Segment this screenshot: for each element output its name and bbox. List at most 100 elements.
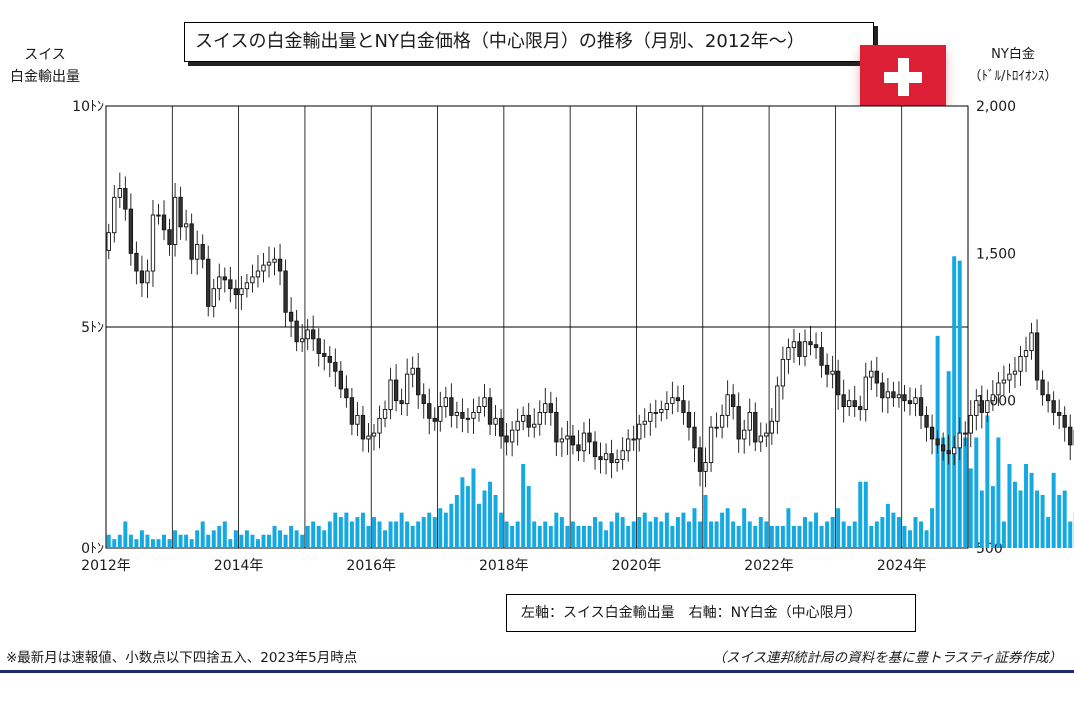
export-bar (316, 525, 321, 548)
candle-down (327, 356, 332, 363)
export-bar (278, 530, 283, 548)
export-bar (581, 525, 586, 548)
candle-down (167, 229, 172, 245)
candle-down (808, 341, 813, 346)
candle-up (244, 282, 250, 290)
candle-up (968, 414, 973, 434)
footnote: ※最新月は速報値、小数点以下四捨五入、2023年5月時点 (6, 650, 358, 666)
candle-up (791, 341, 797, 349)
candle-up (1029, 332, 1034, 352)
export-bar (808, 521, 813, 548)
candle-down (730, 394, 736, 408)
candle-up (371, 432, 377, 437)
candle-up (714, 426, 719, 429)
candle-up (537, 412, 542, 425)
export-bar (1062, 490, 1067, 548)
candle-down (344, 388, 349, 399)
export-bar (427, 512, 432, 548)
candle-up (388, 379, 393, 410)
export-bar (803, 517, 807, 548)
x-tick-label: 2016年 (346, 558, 396, 574)
candle-down (819, 347, 824, 366)
candle-up (581, 432, 587, 452)
export-bar (532, 521, 537, 548)
candle-up (543, 403, 548, 413)
candle-up (195, 244, 200, 260)
export-bar (692, 508, 697, 548)
candle-up (404, 373, 410, 405)
export-bar (239, 534, 244, 548)
candle-up (117, 188, 122, 198)
export-bar (222, 521, 227, 548)
export-bar (267, 534, 271, 548)
export-bar (653, 517, 658, 548)
candle-up (847, 400, 852, 408)
export-bar (786, 508, 791, 548)
right-axis-title-line-1: NY白金 (991, 47, 1035, 62)
candle-down (907, 400, 913, 405)
candle-up (742, 429, 747, 440)
candle-up (974, 400, 979, 416)
candle-down (228, 279, 233, 290)
candle-up (443, 397, 448, 408)
export-bar (366, 525, 371, 548)
candle-up (758, 435, 763, 443)
export-bar (399, 512, 404, 548)
candle-down (349, 397, 355, 425)
candle-up (471, 412, 476, 419)
candle-down (902, 394, 907, 402)
export-bar (637, 517, 642, 548)
export-bar (200, 521, 205, 548)
candle-up (614, 459, 620, 463)
candle-down (277, 258, 283, 272)
left-tick-label: 5ﾄﾝ (81, 320, 104, 336)
export-bar (300, 534, 305, 548)
candle-up (145, 270, 150, 284)
export-bar (930, 508, 935, 548)
candle-up (521, 414, 526, 422)
right-tick-label: 1,500 (976, 246, 1016, 262)
candle-up (985, 400, 990, 413)
export-bar (825, 521, 830, 548)
candle-up (703, 462, 708, 472)
candle-down (526, 414, 531, 428)
export-bar (465, 486, 470, 548)
candle-down (852, 400, 857, 408)
candle-down (609, 453, 614, 463)
candle-down (393, 379, 399, 402)
export-bar (780, 525, 785, 548)
export-bar (526, 486, 531, 548)
export-bar (167, 539, 172, 548)
export-bar (963, 437, 968, 548)
export-bar (609, 521, 614, 548)
candle-down (427, 403, 432, 419)
candle-down (924, 414, 929, 428)
export-bar (1001, 521, 1006, 548)
export-bar (349, 521, 354, 548)
candle-up (725, 394, 730, 416)
candle-up (183, 223, 189, 228)
export-bar (322, 530, 327, 548)
candle-up (626, 438, 631, 452)
export-bar (311, 521, 316, 548)
candle-up (913, 397, 918, 405)
legend: 左軸：スイス白金輸出量 右軸：NY白金（中心限月） (506, 594, 916, 632)
candle-up (620, 450, 625, 461)
export-bar (1057, 494, 1062, 548)
candle-up (802, 341, 808, 357)
candle-up (482, 397, 487, 408)
candle-down (200, 244, 205, 260)
export-bar (233, 530, 238, 548)
export-bar (620, 517, 625, 548)
export-bar (858, 481, 863, 548)
candle-down (123, 188, 128, 210)
candle-down (1051, 400, 1056, 413)
candle-down (504, 435, 509, 443)
export-bar (924, 530, 929, 548)
export-bar (250, 534, 255, 548)
x-tick-label: 2024年 (877, 558, 927, 574)
candle-down (1034, 332, 1040, 381)
candle-up (952, 447, 957, 455)
candle-down (935, 438, 940, 446)
candle-down (929, 426, 935, 440)
